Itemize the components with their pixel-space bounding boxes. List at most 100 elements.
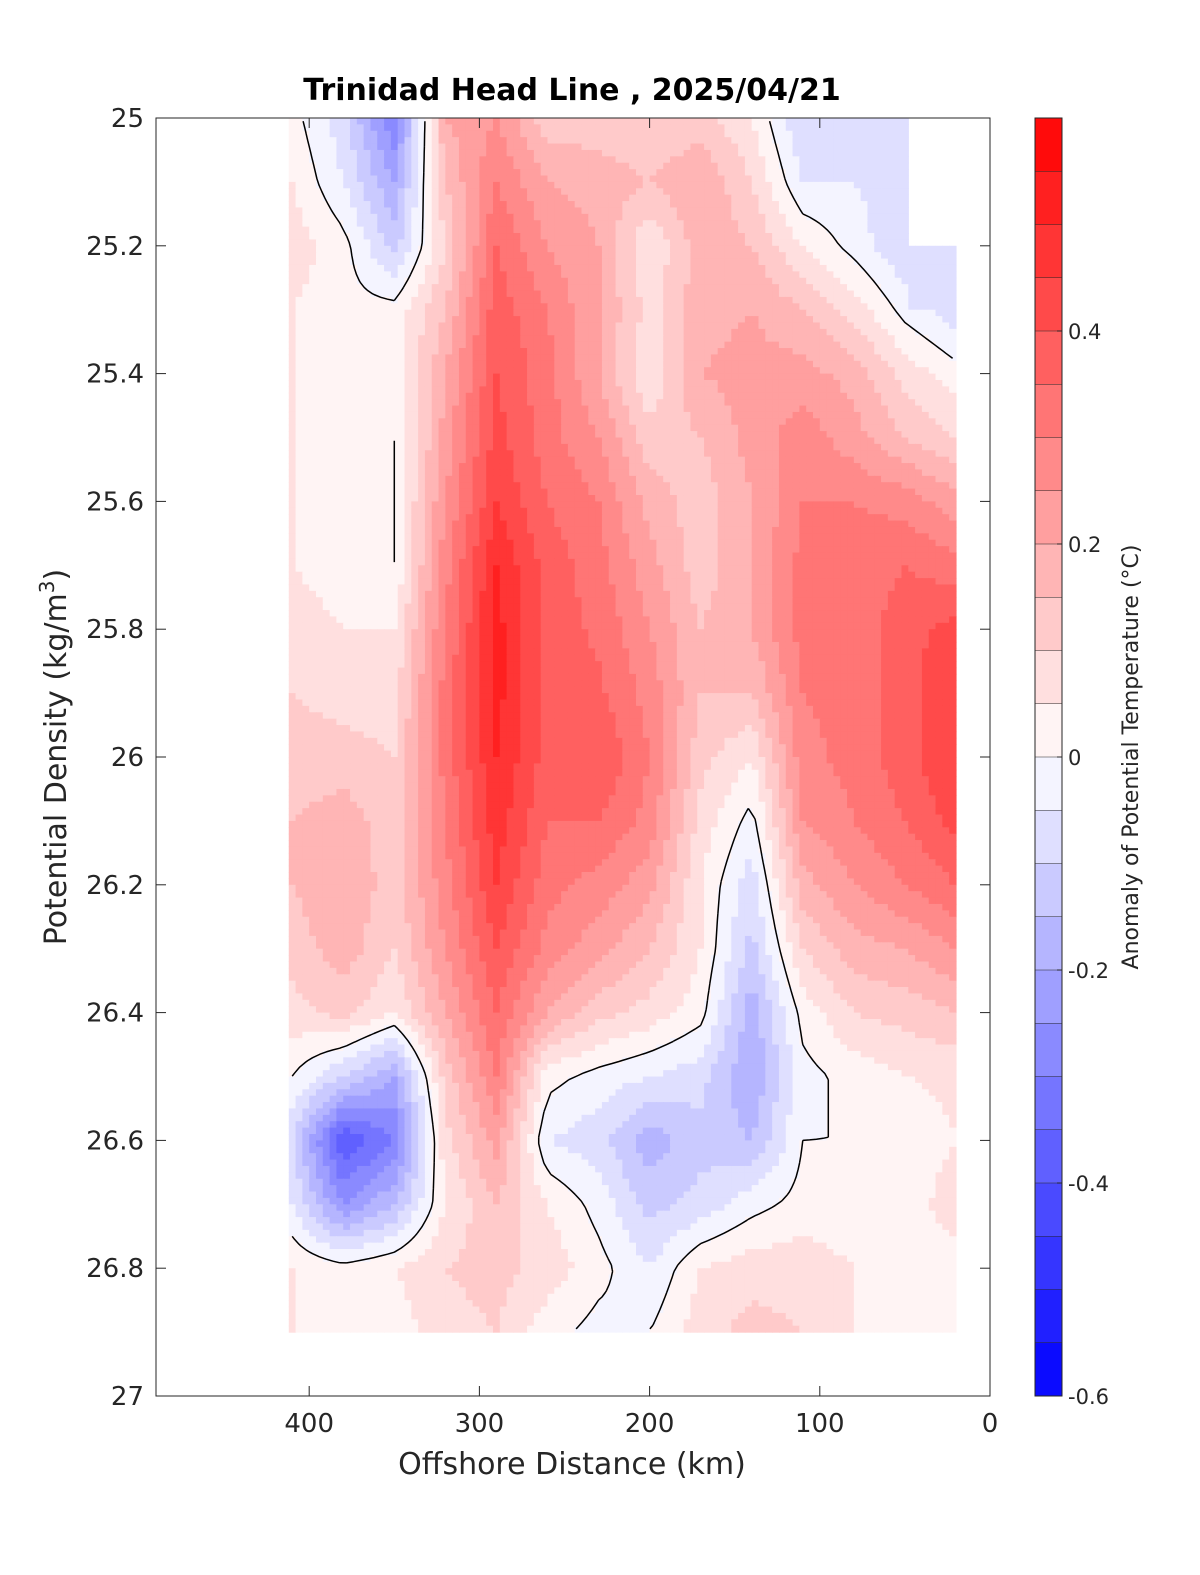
contour-cell (731, 258, 739, 266)
contour-cell (751, 309, 760, 317)
contour-cell (452, 226, 460, 234)
contour-cell (751, 443, 760, 451)
contour-cell (561, 373, 569, 381)
contour-cell (493, 341, 501, 349)
contour-cell (329, 322, 338, 330)
contour-cell (520, 118, 528, 125)
contour-cell (704, 264, 712, 272)
contour-cell (622, 239, 630, 247)
contour-cell (867, 431, 875, 439)
contour-cell (663, 194, 671, 202)
contour-cell (397, 264, 406, 272)
contour-cell (881, 143, 889, 151)
contour-cell (554, 188, 562, 196)
contour-cell (785, 443, 794, 451)
contour-cell (336, 118, 344, 125)
contour-cell (915, 322, 923, 330)
contour-cell (901, 233, 909, 241)
contour-cell (411, 169, 419, 177)
contour-cell (493, 335, 501, 343)
contour-cell (547, 379, 555, 387)
contour-cell (847, 424, 855, 432)
contour-cell (561, 354, 569, 362)
contour-cell (615, 124, 623, 132)
contour-cell (751, 284, 760, 292)
contour-cell (758, 162, 766, 170)
contour-cell (513, 379, 521, 387)
contour-cell (744, 130, 753, 138)
contour-cell (683, 348, 692, 356)
contour-cell (452, 271, 460, 279)
contour-cell (635, 162, 644, 170)
contour-cell (847, 392, 855, 400)
contour-cell (520, 188, 528, 196)
contour-cell (404, 335, 412, 343)
contour-cell (670, 431, 678, 439)
contour-cell (370, 233, 378, 241)
contour-cell (942, 309, 950, 317)
contour-cell (363, 405, 372, 413)
contour-cell (397, 322, 406, 330)
contour-cell (370, 399, 378, 407)
contour-cell (431, 245, 440, 253)
contour-cell (710, 271, 719, 279)
contour-cell (404, 386, 412, 394)
contour-cell (527, 373, 535, 381)
contour-cell (751, 399, 760, 407)
contour-cell (751, 316, 760, 324)
contour-cell (370, 309, 378, 317)
contour-cell (588, 392, 596, 400)
contour-cell (445, 213, 453, 221)
contour-cell (819, 309, 828, 317)
contour-cell (928, 290, 937, 298)
contour-cell (806, 284, 814, 292)
contour-cell (656, 201, 664, 209)
contour-cell (894, 296, 903, 304)
contour-cell (656, 392, 664, 400)
contour-cell (540, 354, 549, 362)
contour-cell (676, 277, 685, 285)
contour-cell (567, 264, 576, 272)
contour-cell (935, 386, 943, 394)
contour-cell (697, 399, 705, 407)
contour-cell (581, 290, 589, 298)
contour-cell (819, 118, 828, 125)
contour-cell (663, 188, 671, 196)
contour-cell (445, 303, 453, 311)
contour-cell (506, 386, 515, 394)
contour-cell (554, 143, 562, 151)
contour-cell (656, 335, 664, 343)
contour-cell (377, 162, 385, 170)
contour-cell (833, 373, 841, 381)
contour-cell (635, 124, 644, 132)
contour-cell (901, 437, 909, 445)
contour-cell (874, 156, 882, 164)
contour-cell (901, 118, 909, 125)
contour-cell (663, 271, 671, 279)
contour-cell (418, 188, 426, 196)
contour-cell (493, 290, 501, 298)
contour-cell (431, 360, 440, 368)
contour-cell (540, 411, 549, 419)
contour-cell (915, 418, 923, 426)
contour-cell (765, 386, 773, 394)
contour-cell (527, 124, 535, 132)
contour-cell (942, 360, 950, 368)
contour-cell (356, 450, 365, 458)
contour-cell (656, 290, 664, 298)
contour-cell (819, 149, 828, 157)
contour-cell (765, 137, 773, 145)
contour-cell (915, 348, 923, 356)
contour-cell (840, 392, 848, 400)
contour-cell (309, 239, 317, 247)
contour-cell (710, 296, 719, 304)
contour-cell (778, 354, 787, 362)
contour-cell (935, 367, 943, 375)
contour-cell (513, 194, 521, 202)
contour-cell (547, 290, 555, 298)
contour-cell (819, 252, 828, 260)
contour-cell (744, 118, 753, 125)
contour-cell (418, 348, 426, 356)
contour-cell (656, 258, 664, 266)
contour-cell (315, 201, 324, 209)
